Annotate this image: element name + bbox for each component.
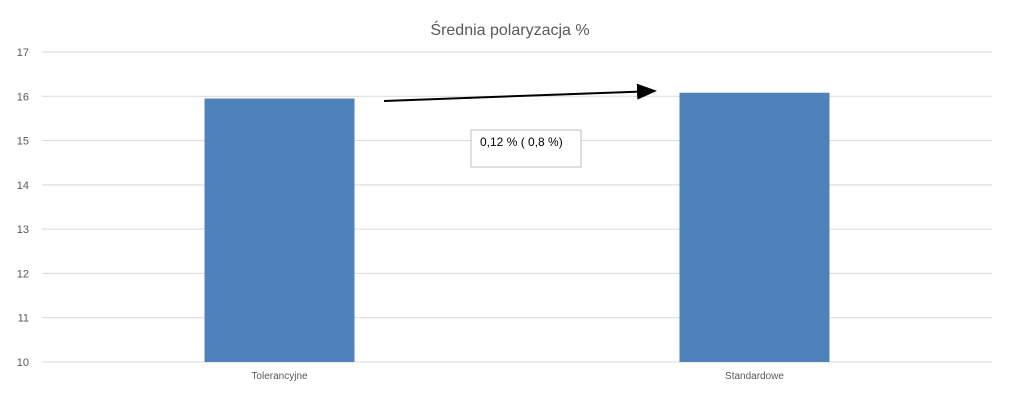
y-tick-label: 15	[17, 136, 29, 148]
y-tick-label: 12	[17, 268, 29, 280]
chart-title: Średnia polaryzacja %	[430, 20, 589, 39]
y-tick-label: 10	[17, 357, 29, 369]
annotation-box	[470, 129, 582, 168]
y-tick-label: 17	[17, 47, 29, 59]
bar-tolerancyjne	[204, 98, 355, 362]
label-layer: 10 11 12 13 14 15 16 17 Tolerancyjne Standardowe	[17, 47, 785, 382]
y-tick-label: 13	[17, 224, 29, 236]
y-tick-label: 16	[17, 91, 29, 103]
bar-layer	[204, 92, 830, 362]
grid-layer	[42, 51, 992, 363]
y-tick-label: 14	[17, 180, 29, 192]
bar-standardowe	[679, 92, 830, 362]
x-category-label: Tolerancyjne	[251, 371, 308, 382]
annotation-text: 0,12 % ( 0,8 %)	[480, 135, 563, 149]
x-category-label: Standardowe	[725, 371, 784, 382]
annotation-arrow	[383, 83, 657, 102]
y-tick-label: 11	[18, 313, 29, 325]
